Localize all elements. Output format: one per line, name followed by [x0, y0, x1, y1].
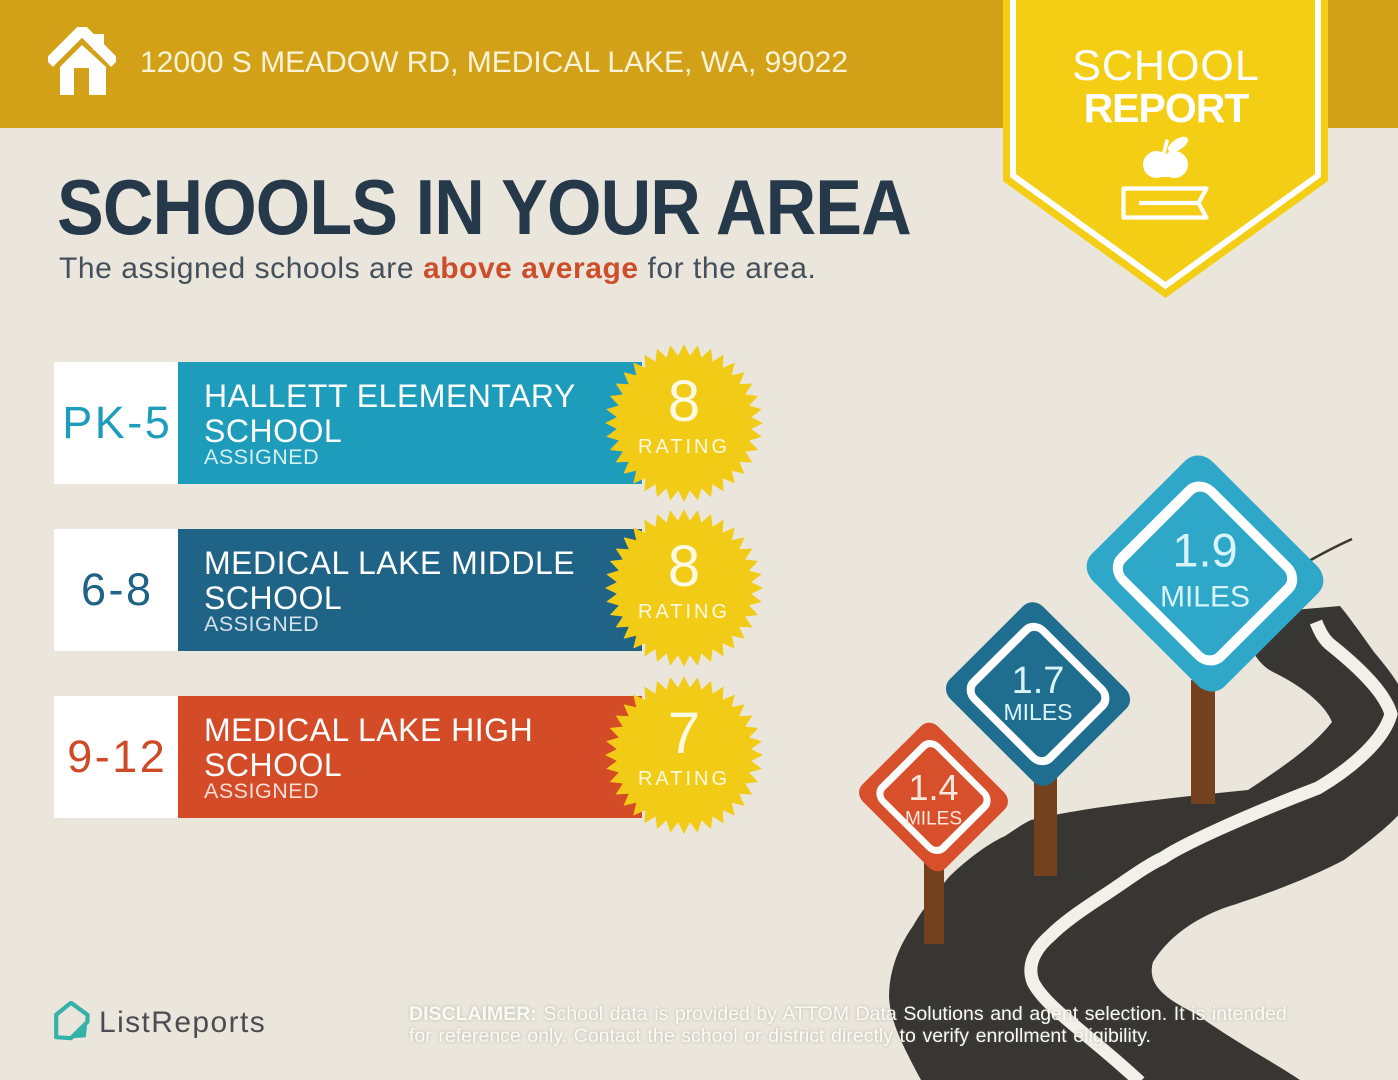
svg-text:MILES: MILES — [905, 809, 962, 830]
svg-text:1.4: 1.4 — [908, 767, 958, 808]
svg-text:SCHOOL: SCHOOL — [1072, 42, 1260, 90]
svg-text:MILES: MILES — [1003, 699, 1072, 725]
svg-text:1.9: 1.9 — [1172, 524, 1237, 577]
svg-text:MILES: MILES — [1160, 581, 1250, 614]
svg-text:1.7: 1.7 — [1012, 660, 1065, 702]
svg-text:REPORT: REPORT — [1084, 85, 1250, 131]
